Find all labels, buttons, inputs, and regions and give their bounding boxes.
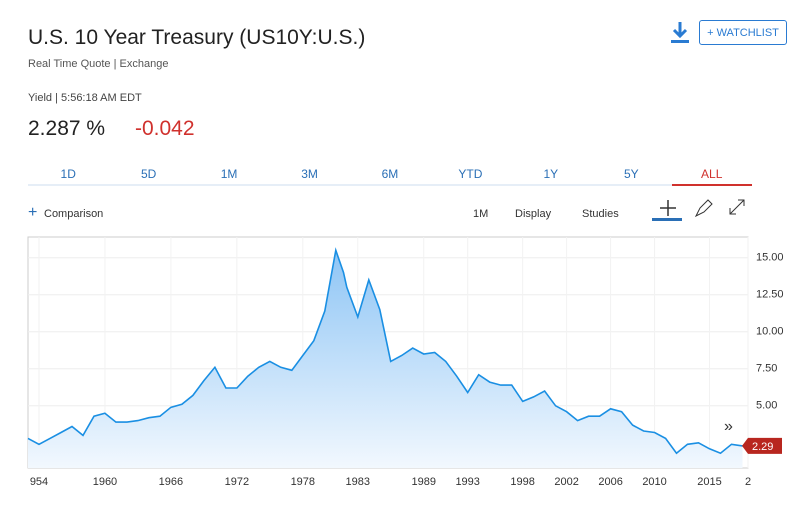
x-tick-label: 1998 bbox=[510, 476, 534, 488]
y-tick-label: 5.00 bbox=[756, 400, 777, 412]
x-tick-label: 2010 bbox=[642, 476, 666, 488]
chart: » 5.00 7.50 10.00 12.50 15.00 954 1960 1966 1972… bbox=[27, 236, 784, 488]
price-value: 2.287 bbox=[28, 117, 81, 140]
x-tick-label: 954 bbox=[30, 476, 48, 488]
x-tick-label: 2002 bbox=[554, 476, 578, 488]
range-tab[interactable]: 5D bbox=[108, 166, 189, 186]
range-tab[interactable]: ALL bbox=[671, 166, 752, 186]
range-tab[interactable]: 5Y bbox=[591, 166, 672, 186]
area-fill bbox=[28, 250, 743, 468]
title: U.S. 10 Year Treasury (US10Y:U.S.) bbox=[28, 26, 366, 49]
interval[interactable]: 1M bbox=[473, 208, 489, 220]
range-tab[interactable]: 3M bbox=[269, 166, 350, 186]
draw-tools[interactable] bbox=[648, 194, 758, 224]
plus-icon: + bbox=[28, 204, 38, 221]
x-tick-label: 1960 bbox=[93, 476, 117, 488]
x-tick-label: 1993 bbox=[455, 476, 479, 488]
change: -0.042 bbox=[135, 117, 195, 140]
y-tick-label: 15.00 bbox=[756, 252, 784, 264]
current-value: 2.29 bbox=[752, 441, 773, 453]
range-tab[interactable]: 6M bbox=[349, 166, 431, 186]
line bbox=[27, 247, 743, 455]
current-badge bbox=[742, 437, 782, 454]
range-tabs: 1D 5D 1M 3M 6M YTD 1Y 5Y ALL bbox=[28, 166, 752, 186]
x-tick-label: 1983 bbox=[346, 476, 370, 488]
y-tick-label: 10.00 bbox=[756, 326, 784, 338]
studies[interactable]: Studies bbox=[582, 208, 619, 220]
display[interactable]: Display bbox=[515, 208, 552, 220]
price-unit: % bbox=[86, 117, 106, 140]
range-tab[interactable]: YTD bbox=[430, 166, 511, 186]
range-tab[interactable]: 1M bbox=[188, 166, 270, 186]
toolbar: + Comparison 1M Display Studies bbox=[28, 199, 758, 226]
y-tick-label: 7.50 bbox=[756, 363, 777, 375]
x-tick-label: 1989 bbox=[411, 476, 435, 488]
yield-time: Yield | 5:56:18 AM EDT bbox=[28, 92, 142, 104]
range-tab[interactable]: 1D bbox=[28, 166, 109, 186]
subtitle: Real Time Quote | Exchange bbox=[28, 58, 169, 70]
range-tab[interactable]: 1Y bbox=[510, 166, 592, 186]
watchlist-button[interactable]: + WATCHLIST bbox=[699, 20, 787, 45]
x-tick-label: 2006 bbox=[598, 476, 622, 488]
scroll-icon[interactable]: » bbox=[724, 418, 733, 435]
price: 2.287 % bbox=[28, 117, 105, 141]
x-tick-label: 1972 bbox=[225, 476, 249, 488]
comparison[interactable]: Comparison bbox=[44, 208, 104, 220]
download-icon[interactable] bbox=[668, 20, 692, 46]
x-tick-label: 1966 bbox=[159, 476, 183, 488]
y-tick-label: 12.50 bbox=[756, 289, 784, 301]
x-tick-label: 2 bbox=[745, 476, 751, 488]
x-tick-label: 1978 bbox=[291, 476, 315, 488]
x-tick-label: 2015 bbox=[697, 476, 721, 488]
